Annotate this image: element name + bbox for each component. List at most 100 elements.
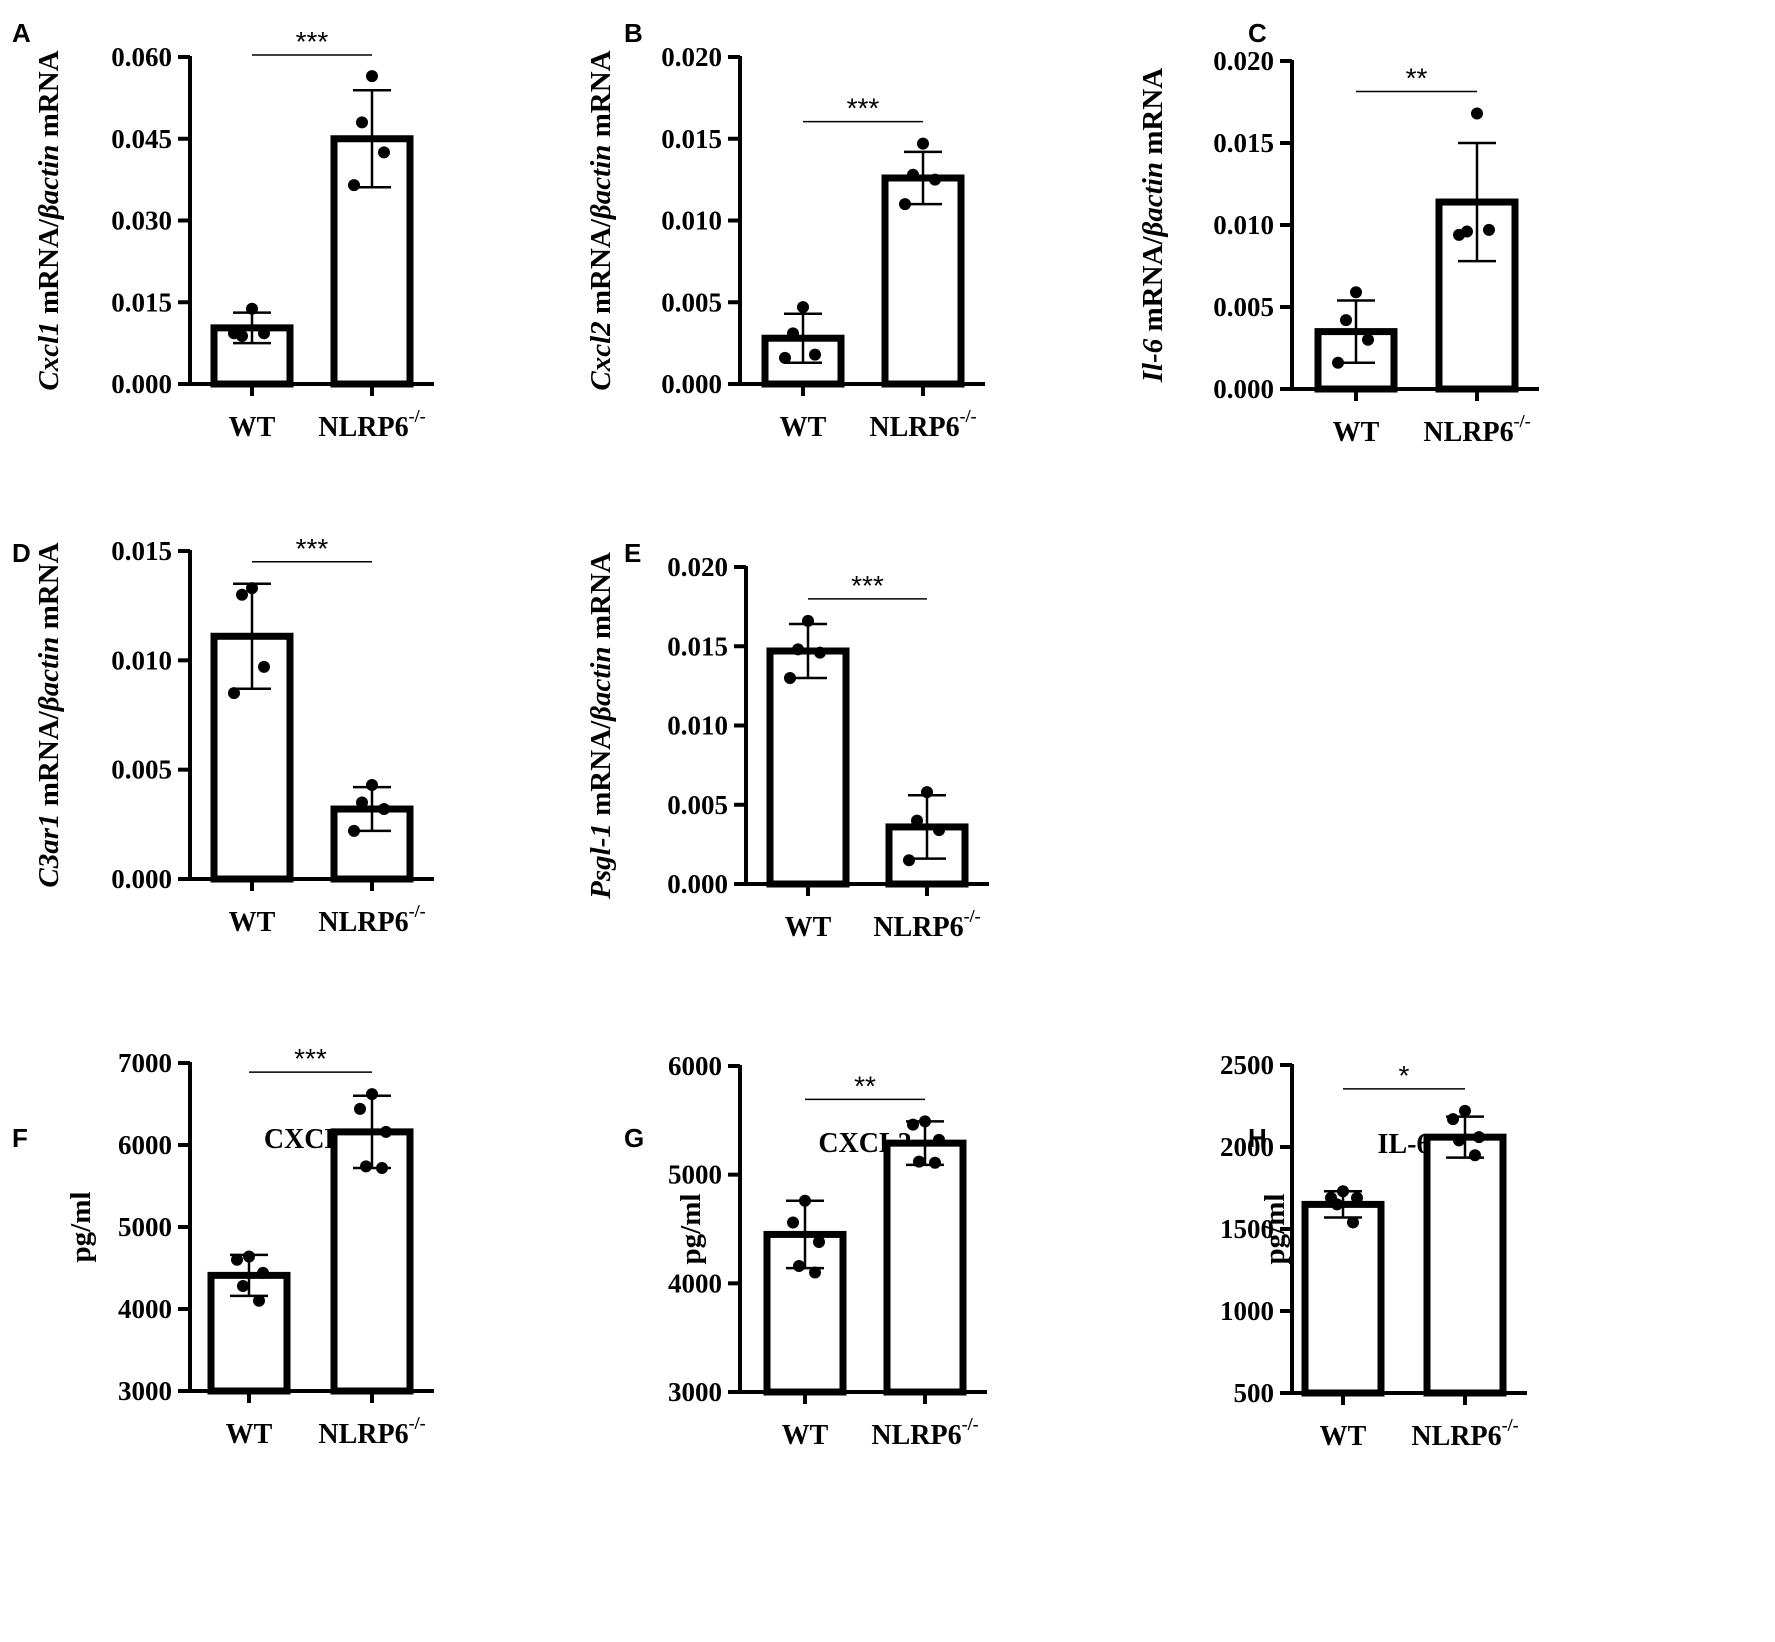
data-point <box>899 198 911 211</box>
data-point <box>1483 223 1495 236</box>
data-point <box>380 1125 392 1138</box>
significance-stars: *** <box>847 93 880 124</box>
y-label-gene: Il-6 <box>1137 338 1169 383</box>
y-axis-label: pg/ml <box>65 1192 97 1263</box>
panel-a: A 0.000 0.015 0.030 0.045 0.060 Cxcl1 mRNA/βac… <box>12 18 434 443</box>
significance-stars: *** <box>296 26 329 57</box>
y-label-ref: βactin <box>585 145 617 220</box>
y-label-end: mRNA <box>1137 68 1169 162</box>
data-point <box>1471 107 1483 120</box>
data-point <box>799 1194 811 1207</box>
data-point <box>228 687 240 700</box>
data-point <box>1453 1134 1465 1147</box>
y-tick-label: 5000 <box>118 1212 172 1242</box>
y-label-text: mRNA/ <box>33 710 65 813</box>
data-point <box>921 786 933 799</box>
data-point <box>231 1253 243 1266</box>
y-tick-label: 3000 <box>118 1376 172 1406</box>
data-point <box>814 646 826 659</box>
y-tick-label: 0.000 <box>667 869 728 899</box>
data-point <box>1469 1149 1481 1162</box>
y-label-end: mRNA <box>585 552 617 646</box>
y-label-end: mRNA <box>33 50 65 144</box>
category-superscript: -/- <box>409 406 426 426</box>
data-point <box>911 814 923 827</box>
category-name: NLRP6 <box>318 907 408 938</box>
y-tick-label: 0.020 <box>667 552 728 582</box>
category-superscript: -/- <box>962 1414 979 1434</box>
panel-letter: D <box>12 538 31 568</box>
data-point <box>787 1216 799 1229</box>
panel-c: C 0.000 0.005 0.010 0.015 0.020 Il-6 mRNA/βact… <box>1137 18 1539 448</box>
data-point <box>809 348 821 361</box>
y-label-text: mRNA/ <box>585 720 617 823</box>
data-point <box>809 1266 821 1279</box>
y-tick-label: 0.045 <box>111 124 172 154</box>
y-tick-label: 7000 <box>118 1048 172 1078</box>
category-name: NLRP6 <box>869 412 959 443</box>
data-point <box>784 671 796 684</box>
y-axis-label: Cxcl1 mRNA/βactin mRNA <box>33 50 65 390</box>
y-tick-label: 0.015 <box>661 124 722 154</box>
data-point <box>917 137 929 150</box>
y-label-text: pg/ml <box>675 1194 707 1265</box>
y-tick-label: 5000 <box>668 1160 722 1190</box>
y-tick-label: 6000 <box>668 1051 722 1081</box>
panel-letter: A <box>12 18 31 48</box>
x-category-label: WT <box>782 1420 829 1451</box>
data-point <box>354 1102 366 1115</box>
category-name: NLRP6 <box>873 912 963 943</box>
bar <box>881 174 965 388</box>
data-point <box>779 351 791 364</box>
data-point <box>348 179 360 192</box>
x-category-label: NLRP6-/- <box>869 406 976 443</box>
x-category-label: NLRP6-/- <box>871 1414 978 1451</box>
category-superscript: -/- <box>960 406 977 426</box>
data-point <box>1447 1113 1459 1126</box>
y-tick-label: 1500 <box>1220 1214 1274 1244</box>
data-point <box>929 1156 941 1169</box>
category-name: WT <box>229 412 276 443</box>
y-label-gene: Psgl-1 <box>585 823 617 900</box>
data-point <box>246 302 258 315</box>
bar <box>883 1139 967 1396</box>
x-category-label: WT <box>1333 417 1380 448</box>
data-point <box>258 327 270 340</box>
data-point <box>236 588 248 601</box>
x-category-label: NLRP6-/- <box>318 406 425 443</box>
y-label-ref: βactin <box>33 637 65 712</box>
y-tick-label: 0.060 <box>111 42 172 72</box>
bar <box>330 805 414 883</box>
panel-letter: B <box>624 18 643 48</box>
y-axis-label: Il-6 mRNA/βactin mRNA <box>1137 68 1169 384</box>
y-tick-label: 2000 <box>1220 1132 1274 1162</box>
y-tick-label: 3000 <box>668 1377 722 1407</box>
y-tick-label: 0.015 <box>111 287 172 317</box>
significance-stars: *** <box>851 570 884 601</box>
data-point <box>933 824 945 837</box>
category-name: NLRP6 <box>318 1419 408 1450</box>
x-category-label: NLRP6-/- <box>1411 1415 1518 1452</box>
y-tick-label: 0.005 <box>667 790 728 820</box>
y-label-text: pg/ml <box>1259 1194 1291 1265</box>
y-tick-label: 0.020 <box>1213 46 1274 76</box>
data-point <box>228 327 240 340</box>
panel-letter: E <box>624 538 641 568</box>
y-tick-label: 0.000 <box>111 864 172 894</box>
y-axis-label: Cxcl2 mRNA/βactin mRNA <box>585 50 617 390</box>
y-tick-label: 0.015 <box>111 536 172 566</box>
data-point <box>919 1115 931 1128</box>
chart-title: IL-6 <box>1378 1129 1431 1160</box>
y-label-ref: βactin <box>33 145 65 220</box>
data-point <box>356 796 368 809</box>
y-label-text: pg/ml <box>65 1192 97 1263</box>
y-tick-label: 0.010 <box>661 206 722 236</box>
data-point <box>929 173 941 186</box>
bar <box>1423 1133 1507 1397</box>
y-tick-label: 0.010 <box>667 711 728 741</box>
x-category-label: NLRP6-/- <box>318 1413 425 1450</box>
data-point <box>1362 333 1374 346</box>
data-point <box>797 301 809 314</box>
y-tick-label: 6000 <box>118 1130 172 1160</box>
